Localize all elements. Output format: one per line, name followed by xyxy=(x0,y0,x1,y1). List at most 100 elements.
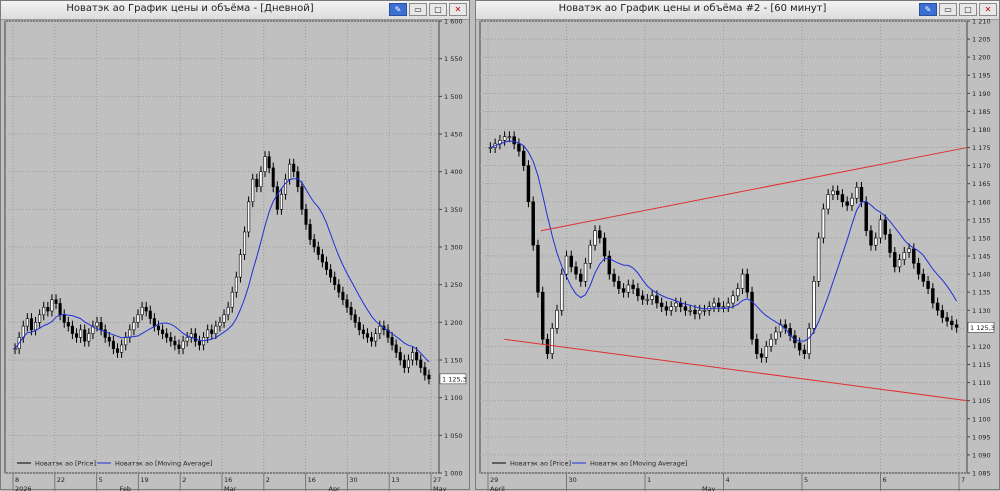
candle-body xyxy=(136,314,140,323)
x-tick-label: 30 xyxy=(569,476,577,484)
candle-body xyxy=(736,288,740,297)
candle-body xyxy=(144,306,148,312)
candle-body xyxy=(312,239,316,248)
last-price-box xyxy=(439,373,467,385)
x-tick-label: 16 xyxy=(224,476,232,484)
chart-window-hourly[interactable]: Новатэк ао График цены и объёма #2 - [60… xyxy=(475,0,1000,491)
candle-body xyxy=(764,346,769,358)
candle-body xyxy=(631,284,635,289)
maximize-button[interactable]: □ xyxy=(429,3,447,16)
candle-body xyxy=(230,291,234,308)
candle-body xyxy=(316,246,320,255)
candle-body xyxy=(512,136,516,145)
candle-body xyxy=(292,163,296,172)
price-chart[interactable]: 1 600 1 550 1 500 1 450 1 400 1 350 1 300 1 250… xyxy=(1,1,471,491)
candle-body xyxy=(107,337,111,342)
candle-body xyxy=(835,190,840,195)
y-tick-label: 1 105 xyxy=(972,397,991,405)
candle-body xyxy=(669,306,673,311)
x-tick-label: 29 xyxy=(490,476,498,484)
chart-window-daily[interactable]: Новатэк ао График цены и объёма - [Дневн… xyxy=(0,0,471,491)
candle-body xyxy=(398,352,402,361)
y-tick-label: 1 115 xyxy=(972,361,991,369)
y-tick-label: 1 195 xyxy=(972,72,991,80)
price-chart[interactable]: 1 210 1 205 1 200 1 195 1 190 1 185 1 180 1 175… xyxy=(476,1,1000,491)
candle-body xyxy=(854,187,859,199)
candle-body xyxy=(169,337,173,342)
candle-body xyxy=(560,273,564,311)
y-tick-label: 1 450 xyxy=(444,131,463,139)
y-tick-label: 1 150 xyxy=(972,234,991,242)
candle-body xyxy=(683,306,688,311)
x-tick-label: 8 xyxy=(15,476,19,484)
last-price-label: 1 125,3 xyxy=(442,375,467,383)
candle-body xyxy=(402,359,406,368)
y-tick-label: 1 550 xyxy=(444,55,463,63)
candle-body xyxy=(883,219,887,235)
candle-body xyxy=(593,230,597,246)
y-tick-label: 1 050 xyxy=(444,432,463,440)
candle-body xyxy=(349,306,353,316)
candle-body xyxy=(226,306,230,316)
candle-body xyxy=(579,273,583,282)
pin-icon[interactable]: ✎ xyxy=(389,3,407,16)
pin-icon[interactable]: ✎ xyxy=(919,3,937,16)
candle-body xyxy=(740,273,745,289)
candle-body xyxy=(807,328,811,354)
candle-body xyxy=(13,348,17,351)
maximize-button[interactable]: □ xyxy=(959,3,977,16)
x-period-label: Mar xyxy=(224,485,237,491)
candle-body xyxy=(550,328,554,354)
y-tick-label: 1 000 xyxy=(444,470,463,478)
candle-body xyxy=(574,266,578,275)
candle-body xyxy=(161,329,165,334)
x-period-label: May xyxy=(702,485,716,491)
candle-body xyxy=(507,136,512,139)
candle-body xyxy=(745,273,750,293)
minimize-button[interactable]: ▭ xyxy=(939,3,957,16)
x-tick-label: 4 xyxy=(726,476,730,484)
y-tick-label: 1 200 xyxy=(972,54,991,62)
close-button[interactable]: ✕ xyxy=(979,3,997,16)
close-button[interactable]: ✕ xyxy=(449,3,467,16)
x-tick-label: 27 xyxy=(433,476,441,484)
y-tick-label: 1 150 xyxy=(444,357,463,365)
candle-body xyxy=(840,194,845,203)
candle-body xyxy=(731,295,735,304)
minimize-button[interactable]: ▭ xyxy=(409,3,427,16)
y-tick-label: 1 350 xyxy=(444,206,463,214)
candle-body xyxy=(83,329,87,342)
x-tick-label: 13 xyxy=(391,476,399,484)
candle-body xyxy=(659,302,664,307)
candle-body xyxy=(423,367,427,376)
candle-body xyxy=(283,178,288,195)
y-tick-label: 1 120 xyxy=(972,343,991,351)
candle-body xyxy=(234,276,238,293)
candle-body xyxy=(251,178,255,203)
candle-body xyxy=(177,344,181,349)
legend-price-label: Новатэк ао [Price] xyxy=(510,460,571,468)
candle-body xyxy=(38,314,42,323)
candle-body xyxy=(279,193,283,210)
window-titlebar[interactable]: Новатэк ао График цены и объёма - [Дневн… xyxy=(1,1,469,20)
candle-body xyxy=(921,273,926,282)
candle-body xyxy=(406,359,410,368)
window-title: Новатэк ао График цены и объёма - [Дневн… xyxy=(66,3,314,14)
candle-body xyxy=(427,374,431,380)
candle-body xyxy=(29,318,33,331)
candle-body xyxy=(42,306,46,316)
y-tick-label: 1 100 xyxy=(444,394,463,402)
y-tick-label: 1 130 xyxy=(972,307,991,315)
x-tick-label: 5 xyxy=(99,476,103,484)
candle-body xyxy=(821,208,826,239)
candle-body xyxy=(152,318,156,327)
candle-body xyxy=(79,329,83,338)
candle-body xyxy=(902,252,907,260)
candle-body xyxy=(111,340,115,349)
window-titlebar[interactable]: Новатэк ао График цены и объёма #2 - [60… xyxy=(476,1,999,20)
y-tick-label: 1 165 xyxy=(972,180,991,188)
candle-body xyxy=(54,299,58,304)
x-tick-label: 22 xyxy=(57,476,65,484)
y-tick-label: 1 090 xyxy=(972,451,991,459)
candle-body xyxy=(218,322,222,327)
